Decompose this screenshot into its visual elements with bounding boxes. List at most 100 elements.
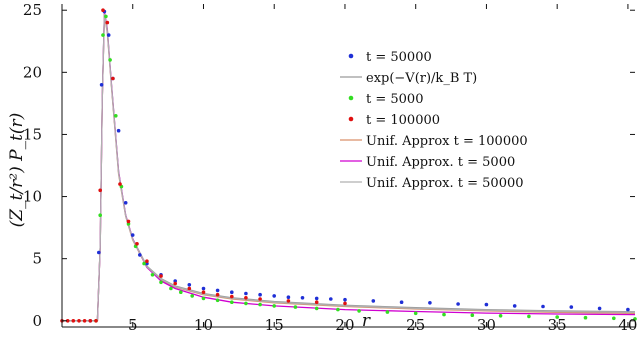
series-point-0	[569, 305, 574, 309]
series-point-3	[215, 292, 220, 297]
series-point-2	[101, 33, 105, 37]
series-point-0	[300, 296, 305, 300]
series-point-0	[371, 299, 376, 303]
series-point-0	[626, 307, 630, 312]
legend: t = 50000 exp(−V(r)/k_B T) t = 5000 t = 100…	[340, 50, 528, 191]
series-point-2	[201, 296, 206, 301]
y-tick-label: 5	[32, 250, 42, 268]
series-point-3	[314, 300, 319, 305]
series-point-2	[413, 311, 418, 316]
series-point-0	[343, 297, 347, 302]
series-point-0	[456, 302, 460, 306]
x-tick-label: 20	[335, 316, 354, 334]
y-tick-label: 10	[23, 188, 42, 206]
series-point-3	[82, 319, 87, 323]
legend-entry: t = 100000	[366, 113, 440, 128]
series-point-0	[138, 253, 142, 257]
series-point-2	[98, 213, 102, 217]
series-point-3	[230, 294, 234, 299]
series-point-2	[126, 222, 131, 226]
series-point-3	[105, 20, 110, 25]
series-point-0	[215, 288, 220, 293]
series-point-3	[94, 319, 98, 323]
legend-entry: t = 50000	[366, 50, 432, 65]
series-point-3	[101, 8, 105, 12]
series-point-2	[215, 298, 220, 303]
series-point-0	[329, 297, 333, 301]
series-point-0	[244, 291, 248, 296]
series-point-0	[484, 302, 489, 307]
series-point-2	[169, 286, 173, 291]
series-point-0	[187, 283, 192, 287]
legend-entry: Unif. Approx. t = 5000	[366, 155, 515, 170]
series-point-0	[97, 250, 101, 255]
series-point-2	[108, 58, 112, 62]
series-point-0	[201, 286, 206, 291]
series-point-2	[159, 280, 163, 285]
series-point-3	[145, 259, 149, 264]
series-point-3	[126, 219, 131, 224]
series-point-3	[187, 286, 192, 291]
series-point-2	[442, 312, 446, 317]
series-line-1	[62, 12, 636, 322]
series-point-2	[230, 300, 234, 305]
x-tick-label: 5	[128, 316, 138, 334]
x-tick-label: 10	[194, 316, 213, 334]
series-point-2	[258, 302, 262, 307]
series-point-0	[597, 306, 602, 311]
x-tick-label: 35	[548, 316, 567, 334]
plot-lines	[62, 11, 636, 322]
series-point-2	[470, 313, 475, 318]
legend-entry: t = 5000	[366, 92, 423, 107]
axes	[61, 4, 635, 328]
series-point-2	[385, 310, 390, 314]
series-point-3	[159, 274, 163, 278]
series-point-3	[98, 188, 102, 193]
series-point-3	[173, 281, 177, 286]
series-point-2	[527, 314, 531, 319]
series-point-3	[118, 182, 122, 186]
series-point-2	[104, 14, 108, 19]
series-point-0	[130, 233, 135, 237]
series-point-0	[314, 296, 319, 301]
series-point-2	[314, 306, 319, 311]
x-tick-label: 30	[477, 316, 496, 334]
series-point-2	[272, 304, 277, 308]
series-point-3	[71, 319, 76, 323]
series-point-2	[244, 301, 248, 306]
series-point-2	[142, 261, 146, 266]
y-tick-label: 0	[32, 312, 42, 330]
series-point-0	[106, 33, 111, 37]
plot-markers	[60, 8, 637, 323]
y-tick-label: 15	[23, 125, 42, 143]
series-point-3	[135, 242, 139, 246]
series-point-2	[633, 317, 637, 321]
series-point-0	[173, 279, 177, 283]
legend-swatch-marker	[348, 95, 354, 101]
series-point-3	[111, 76, 115, 81]
y-axis-label: (Z_t/r²) P_t(r)	[7, 113, 27, 228]
legend-entry: Unif. Approx. t = 50000	[366, 176, 524, 191]
x-ticks: 5 10 15 20 25 30 35 40	[128, 4, 637, 334]
series-point-2	[336, 307, 340, 312]
series-point-0	[428, 301, 432, 305]
series-point-2	[357, 309, 361, 313]
x-tick-label: 15	[265, 316, 284, 334]
series-point-3	[258, 297, 262, 301]
y-tick-label: 20	[23, 63, 42, 81]
x-tick-label: 25	[406, 316, 425, 334]
x-axis-label: r	[362, 311, 371, 331]
series-point-3	[201, 290, 206, 295]
series-point-0	[99, 83, 104, 87]
series-point-0	[123, 201, 128, 205]
series-point-2	[114, 114, 118, 118]
series-point-3	[286, 299, 291, 303]
x-tick-label: 40	[618, 316, 637, 334]
y-tick-label: 25	[23, 1, 42, 19]
legend-entry: exp(−V(r)/k_B T)	[366, 71, 477, 86]
series-point-2	[583, 315, 588, 320]
legend-swatch-marker	[348, 116, 354, 122]
series-point-2	[293, 305, 298, 309]
series-point-0	[258, 292, 262, 297]
series-point-0	[399, 300, 404, 305]
